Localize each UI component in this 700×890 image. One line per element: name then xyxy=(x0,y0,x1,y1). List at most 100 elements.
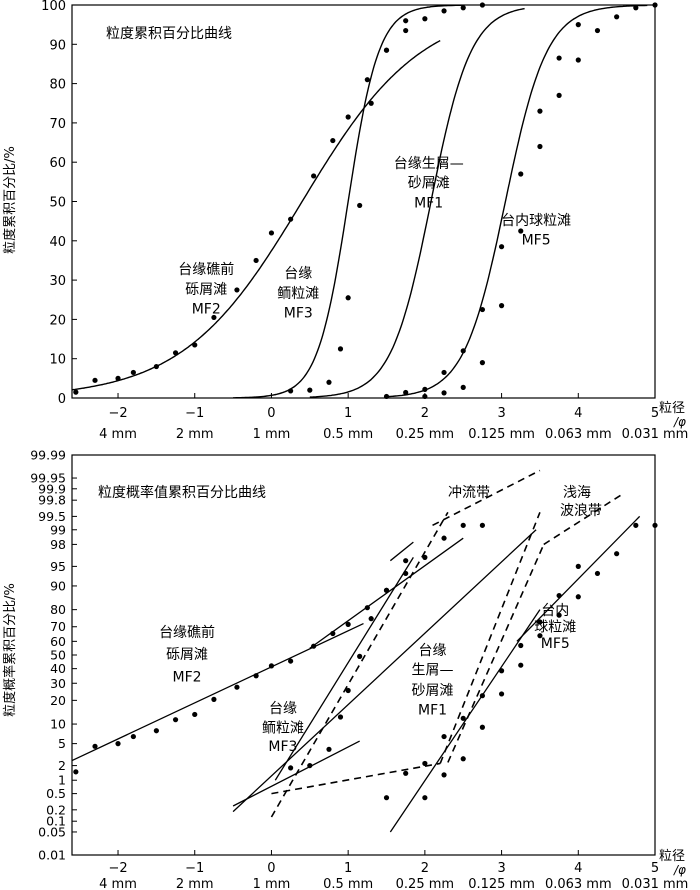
segment-MF1-main xyxy=(232,529,537,813)
ytick-label-top-100: 100 xyxy=(41,0,66,14)
point-top-MF3-2 xyxy=(326,379,332,385)
point-top-MF2-3 xyxy=(130,369,136,376)
point-bottom-MF3-3 xyxy=(337,714,344,720)
point-top-MF2-15 xyxy=(364,77,370,83)
point-bottom-MF5-9 xyxy=(594,570,601,577)
ytick-label-top-20: 20 xyxy=(49,313,66,328)
xtick-mm-bottom-0: 4 mm xyxy=(99,877,137,890)
label-bottom-MF1-3: MF1 xyxy=(418,702,447,718)
curve-top-MF3 xyxy=(233,4,464,399)
ytick-label-bottom-22: 0.1 xyxy=(46,814,66,829)
ytick-label-bottom-18: 2 xyxy=(58,758,66,773)
label-top-MF5-0: 台内球粒滩 xyxy=(501,213,571,229)
point-bottom-MF3-7 xyxy=(383,587,390,593)
ytick-label-bottom-13: 40 xyxy=(50,661,66,676)
point-top-MF2-0 xyxy=(73,389,79,395)
label-bottom-MF1-2: 砂屑滩 xyxy=(412,683,454,699)
ytick-label-top-90: 90 xyxy=(49,38,66,53)
xlabel-bottom: 粒径 xyxy=(659,849,685,864)
point-top-MF5-9 xyxy=(594,27,601,34)
point-top-MF3-7 xyxy=(383,47,390,53)
segment-MF1-lower-dash xyxy=(271,762,441,795)
point-bottom-MF5-5 xyxy=(518,662,524,668)
point-bottom-MF2-4 xyxy=(153,728,159,734)
segment-MF1-mid-dash xyxy=(439,512,541,764)
point-bottom-MF2-17 xyxy=(403,558,409,564)
point-top-MF3-12 xyxy=(479,2,486,8)
title-top: 粒度累积百分比曲线 xyxy=(106,26,232,42)
point-top-MF3-11 xyxy=(460,5,466,11)
point-top-MF2-5 xyxy=(172,350,179,356)
point-top-MF5-12 xyxy=(652,2,658,8)
label-top-MF1-2: MF1 xyxy=(414,195,443,211)
point-top-MF1-0 xyxy=(383,393,390,400)
xtick-label-bottom-7: 5 xyxy=(651,861,659,876)
label-bottom-MF5-2: MF5 xyxy=(541,636,570,652)
xtick-label-top-0: −2 xyxy=(108,406,127,421)
point-top-MF3-6 xyxy=(368,100,374,106)
ytick-label-top-40: 40 xyxy=(49,235,66,250)
xtick-label-top-3: 1 xyxy=(344,406,352,421)
point-bottom-MF2-9 xyxy=(253,673,259,679)
point-bottom-MF5-8 xyxy=(575,594,581,600)
ytick-label-bottom-0: 99.99 xyxy=(30,448,66,463)
point-top-MF1-8 xyxy=(537,108,543,114)
label-top-MF5-1: MF5 xyxy=(522,233,551,249)
point-top-MF2-1 xyxy=(92,377,98,383)
point-top-MF5-6 xyxy=(537,143,543,150)
point-top-MF1-6 xyxy=(498,244,505,250)
segment-MF1-upper-dash xyxy=(432,469,541,527)
point-top-MF5-4 xyxy=(498,303,505,309)
point-bottom-MF5-1 xyxy=(441,772,447,778)
ytick-label-bottom-12: 50 xyxy=(50,648,66,663)
point-top-MF2-17 xyxy=(403,18,409,24)
point-top-MF2-12 xyxy=(311,173,317,179)
point-top-MF1-10 xyxy=(575,22,581,28)
point-top-MF1-3 xyxy=(441,369,447,376)
xtick-label-bottom-4: 2 xyxy=(421,861,429,876)
label-bottom-MF3-1: 鲕粒滩 xyxy=(262,721,304,737)
xunit-top: /φ xyxy=(673,415,686,429)
xtick-mm-top-4: 0.25 mm xyxy=(396,427,454,442)
point-top-MF2-2 xyxy=(115,375,121,381)
label-top-MF1-0: 台缘生屑— xyxy=(394,156,464,172)
point-bottom-MF1-2 xyxy=(422,760,428,767)
point-bottom-MF1-6 xyxy=(498,668,505,674)
point-bottom-MF2-11 xyxy=(288,658,294,664)
label-bottom-MF1-0: 台缘 xyxy=(419,643,447,659)
point-top-MF1-2 xyxy=(422,386,428,392)
xunit-bottom: /φ xyxy=(673,863,686,877)
point-bottom-MF2-2 xyxy=(115,741,121,747)
curve-top-MF2 xyxy=(71,39,441,391)
title-bottom: 粒度概率值累积百分比曲线 xyxy=(98,484,266,501)
annotation-chongliudai: 冲流带 xyxy=(448,485,490,501)
point-bottom-MF2-15 xyxy=(364,605,370,611)
xtick-mm-top-3: 0.5 mm xyxy=(323,427,373,442)
curve-top-MF5 xyxy=(386,4,648,398)
point-bottom-MF3-11 xyxy=(460,522,466,528)
point-top-MF3-0 xyxy=(288,388,294,394)
ytick-label-top-50: 50 xyxy=(49,196,66,211)
point-bottom-MF1-5 xyxy=(479,693,486,699)
point-bottom-MF5-12 xyxy=(652,522,658,528)
point-bottom-MF3-2 xyxy=(326,746,332,752)
label-top-MF3-1: 鲕粒滩 xyxy=(277,286,319,302)
point-bottom-MF1-8 xyxy=(537,619,543,625)
xtick-label-top-4: 2 xyxy=(421,406,429,421)
point-bottom-MF3-5 xyxy=(357,653,363,659)
ylabel-bottom: 粒度概率累积百分比/% xyxy=(2,583,18,717)
ytick-label-top-30: 30 xyxy=(49,274,66,289)
point-bottom-MF3-9 xyxy=(422,554,428,560)
xtick-mm-bottom-1: 2 mm xyxy=(176,877,214,890)
point-bottom-MF3-12 xyxy=(479,522,486,528)
label-bottom-MF2-2: MF2 xyxy=(173,670,202,686)
point-top-MF3-8 xyxy=(403,27,409,34)
point-bottom-MF2-3 xyxy=(130,733,136,740)
ylabel-top: 粒度累积百分比/% xyxy=(2,146,18,254)
xtick-mm-top-7: 0.031 mm xyxy=(622,427,689,442)
xtick-mm-top-6: 0.063 mm xyxy=(545,427,612,442)
point-bottom-MF1-0 xyxy=(383,795,390,801)
ytick-label-bottom-5: 99 xyxy=(50,522,66,537)
ytick-label-bottom-23: 0.05 xyxy=(38,824,66,839)
label-bottom-MF5-1: 球粒滩 xyxy=(534,619,576,635)
